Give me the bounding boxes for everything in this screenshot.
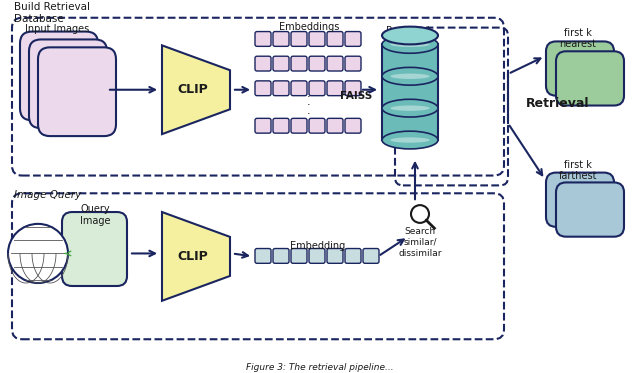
Text: CLIP: CLIP [177,250,208,263]
Circle shape [8,224,68,283]
FancyBboxPatch shape [62,212,127,286]
Text: Embedding: Embedding [291,241,346,251]
Ellipse shape [382,68,438,85]
FancyBboxPatch shape [556,182,624,237]
Text: Build Retrieval
Database: Build Retrieval Database [14,2,90,23]
FancyBboxPatch shape [273,248,289,263]
Text: Query
Image: Query Image [80,204,110,226]
FancyBboxPatch shape [255,81,271,95]
Ellipse shape [390,73,429,79]
Ellipse shape [382,26,438,44]
Ellipse shape [382,99,438,117]
FancyBboxPatch shape [309,81,325,95]
Text: ·
·
·: · · · [307,92,311,119]
FancyBboxPatch shape [20,32,98,120]
FancyBboxPatch shape [29,40,107,128]
Polygon shape [162,46,230,134]
FancyBboxPatch shape [291,118,307,133]
FancyBboxPatch shape [291,81,307,95]
FancyBboxPatch shape [255,118,271,133]
Text: Image Query: Image Query [14,190,81,200]
Text: Retrieval: Retrieval [526,97,589,110]
FancyBboxPatch shape [345,248,361,263]
FancyBboxPatch shape [546,173,614,227]
FancyBboxPatch shape [273,56,289,71]
Text: CLIP: CLIP [177,83,208,96]
Text: Input Images: Input Images [25,23,89,34]
Text: Search
similar/
dissimilar: Search similar/ dissimilar [398,227,442,258]
FancyBboxPatch shape [327,118,343,133]
FancyBboxPatch shape [273,118,289,133]
Text: first k
farthest: first k farthest [559,160,597,181]
FancyBboxPatch shape [363,248,379,263]
FancyBboxPatch shape [546,41,614,95]
Ellipse shape [382,35,438,53]
FancyBboxPatch shape [38,47,116,136]
Bar [382,44,438,140]
FancyBboxPatch shape [345,32,361,46]
Text: Retrieval
Database: Retrieval Database [385,26,431,47]
FancyBboxPatch shape [291,32,307,46]
FancyBboxPatch shape [255,56,271,71]
FancyBboxPatch shape [273,32,289,46]
Ellipse shape [390,106,429,111]
Text: first k
nearest: first k nearest [559,28,596,49]
Text: FAISS: FAISS [340,91,372,101]
FancyBboxPatch shape [345,118,361,133]
FancyBboxPatch shape [327,248,343,263]
FancyBboxPatch shape [273,81,289,95]
Text: Embeddings: Embeddings [279,22,339,32]
FancyBboxPatch shape [345,56,361,71]
Text: Figure 3: The retrieval pipeline...: Figure 3: The retrieval pipeline... [246,363,394,372]
FancyBboxPatch shape [309,32,325,46]
FancyBboxPatch shape [291,56,307,71]
Ellipse shape [390,137,429,143]
FancyBboxPatch shape [327,32,343,46]
FancyBboxPatch shape [309,248,325,263]
FancyBboxPatch shape [556,51,624,106]
FancyBboxPatch shape [291,248,307,263]
Polygon shape [162,212,230,301]
Ellipse shape [390,42,429,47]
FancyBboxPatch shape [309,56,325,71]
FancyBboxPatch shape [327,56,343,71]
Ellipse shape [382,131,438,149]
FancyBboxPatch shape [327,81,343,95]
FancyBboxPatch shape [345,81,361,95]
FancyBboxPatch shape [309,118,325,133]
FancyBboxPatch shape [255,248,271,263]
FancyBboxPatch shape [255,32,271,46]
